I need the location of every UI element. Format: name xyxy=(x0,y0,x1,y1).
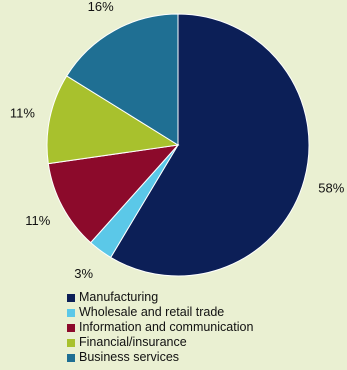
legend-item-business-services: Business services xyxy=(67,350,253,365)
legend-label: Manufacturing xyxy=(79,290,159,304)
data-label: 11% xyxy=(25,213,50,228)
pie-slice-financial-insurance xyxy=(46,75,180,165)
legend-swatch xyxy=(67,308,75,317)
legend-label: Wholesale and retail trade xyxy=(79,305,225,319)
data-label: 16% xyxy=(88,0,114,14)
legend-label: Information and communication xyxy=(79,320,254,334)
data-label: 11% xyxy=(10,105,35,120)
legend-item-manufacturing: Manufacturing xyxy=(67,290,253,305)
legend-swatch xyxy=(67,338,75,347)
pie-data-labels: 58% 3% 11% 11% 16% xyxy=(10,0,345,281)
pie-slice-information-and-communication xyxy=(47,144,180,244)
legend-swatch xyxy=(67,353,75,362)
data-label: 58% xyxy=(318,180,344,195)
legend: Manufacturing Wholesale and retail trade… xyxy=(67,290,253,365)
pie-slice-manufacturing xyxy=(110,13,310,277)
pie-slices xyxy=(46,13,310,277)
legend-label: Business services xyxy=(79,350,180,364)
legend-label: Financial/insurance xyxy=(79,335,187,349)
pie-slice-business-services xyxy=(66,13,179,146)
legend-item-financial-insurance: Financial/insurance xyxy=(67,335,253,350)
legend-swatch xyxy=(67,323,75,332)
legend-item-wholesale-retail: Wholesale and retail trade xyxy=(67,305,253,320)
legend-swatch xyxy=(67,293,75,302)
legend-item-information-communication: Information and communication xyxy=(67,320,253,335)
data-label: 3% xyxy=(74,266,93,281)
